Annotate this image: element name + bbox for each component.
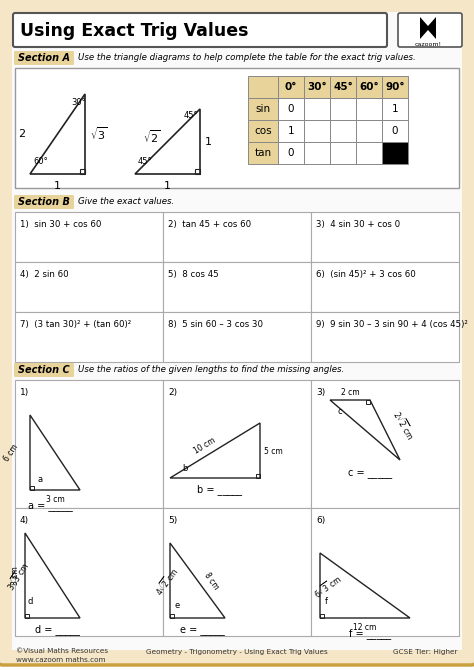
Text: 90°: 90° [385, 82, 405, 92]
Text: 4)  2 sin 60: 4) 2 sin 60 [20, 270, 69, 279]
Text: 6): 6) [316, 516, 325, 525]
Bar [25, 614, 29, 618]
Text: $2\sqrt{2}$ cm: $2\sqrt{2}$ cm [390, 408, 418, 442]
Text: 1: 1 [205, 137, 212, 147]
Text: Geometry - Trigonometry - Using Exact Trig Values: Geometry - Trigonometry - Using Exact Tr… [146, 649, 328, 655]
Text: tan: tan [255, 148, 272, 158]
Bar [330, 76, 356, 98]
Text: $6\sqrt{3}$ cm: $6\sqrt{3}$ cm [311, 572, 345, 601]
Bar [163, 312, 311, 362]
Bar [356, 98, 382, 120]
Text: Section A: Section A [18, 53, 70, 63]
Bar [304, 98, 330, 120]
Text: 0: 0 [288, 148, 294, 158]
Text: Section C: Section C [18, 365, 70, 375]
Text: a = _____: a = _____ [27, 501, 73, 511]
Text: 5): 5) [168, 516, 177, 525]
Text: Using Exact Trig Values: Using Exact Trig Values [20, 22, 248, 40]
Text: 3): 3) [316, 388, 325, 397]
Bar [420, 17, 436, 39]
Bar [15, 262, 163, 312]
Text: Give the exact values.: Give the exact values. [78, 198, 174, 206]
Text: Use the triangle diagrams to help complete the table for the exact trig values.: Use the triangle diagrams to help comple… [78, 54, 416, 62]
Text: 30°: 30° [307, 82, 327, 92]
Text: f: f [325, 597, 328, 606]
Text: 7)  (3 tan 30)² + (tan 60)²: 7) (3 tan 30)² + (tan 60)² [20, 320, 131, 329]
Text: 1): 1) [20, 388, 29, 397]
Text: b = _____: b = _____ [198, 484, 243, 495]
Text: 2): 2) [168, 388, 177, 397]
Text: 1: 1 [392, 104, 398, 114]
Text: 2: 2 [18, 129, 26, 139]
Bar [382, 98, 408, 120]
Text: 0: 0 [392, 126, 398, 136]
Bar [15, 212, 163, 262]
Text: 5 cm: 5 cm [264, 446, 283, 456]
Bar [15, 68, 459, 188]
Text: $3\sqrt{3}$ cm: $3\sqrt{3}$ cm [3, 559, 32, 593]
Bar [15, 380, 163, 508]
Text: $\sqrt{2}$: $\sqrt{2}$ [143, 129, 161, 145]
FancyBboxPatch shape [398, 13, 462, 47]
Bar [356, 142, 382, 164]
Bar [311, 312, 459, 362]
Text: 3 cm: 3 cm [46, 495, 64, 504]
Bar [311, 380, 459, 508]
Text: d: d [28, 597, 33, 606]
Text: 60°: 60° [33, 157, 48, 166]
Bar [382, 142, 408, 164]
Polygon shape [420, 17, 436, 26]
Text: $4\sqrt{2}$ cm: $4\sqrt{2}$ cm [153, 564, 182, 598]
Bar [304, 142, 330, 164]
Text: cos: cos [254, 126, 272, 136]
Bar [320, 614, 324, 618]
Bar [30, 486, 34, 490]
Text: f = _____: f = _____ [349, 628, 391, 639]
Text: b: b [182, 464, 187, 473]
Text: 1)  sin 30 + cos 60: 1) sin 30 + cos 60 [20, 220, 101, 229]
Bar [356, 120, 382, 142]
Text: 4): 4) [20, 516, 29, 525]
Text: 0°: 0° [285, 82, 297, 92]
Bar [163, 508, 311, 636]
Bar [278, 120, 304, 142]
Bar [163, 262, 311, 312]
Text: cazoom!: cazoom! [414, 42, 442, 47]
Bar [356, 76, 382, 98]
Bar [278, 76, 304, 98]
Bar [170, 614, 174, 618]
Bar [248, 76, 278, 98]
Text: a: a [38, 476, 43, 484]
Polygon shape [420, 30, 436, 39]
Text: e: e [175, 601, 180, 610]
Bar [248, 120, 278, 142]
FancyBboxPatch shape [14, 363, 74, 377]
Text: 30°: 30° [71, 98, 86, 107]
Bar [330, 98, 356, 120]
Bar [382, 76, 408, 98]
FancyBboxPatch shape [13, 13, 387, 47]
Text: 1: 1 [288, 126, 294, 136]
Text: e = _____: e = _____ [180, 625, 224, 635]
Bar [311, 262, 459, 312]
Text: 1: 1 [54, 181, 61, 191]
Bar [163, 380, 311, 508]
Bar [163, 212, 311, 262]
Text: 2 cm: 2 cm [341, 388, 359, 397]
Bar [15, 312, 163, 362]
Text: 12 cm: 12 cm [353, 623, 377, 632]
Text: 6)  (sin 45)² + 3 cos 60: 6) (sin 45)² + 3 cos 60 [316, 270, 416, 279]
Bar [80, 169, 85, 174]
Bar [248, 98, 278, 120]
Bar [256, 474, 260, 478]
Text: 8 cm: 8 cm [202, 571, 220, 591]
Bar [278, 98, 304, 120]
Text: 6 cm: 6 cm [2, 443, 20, 463]
Text: 5)  8 cos 45: 5) 8 cos 45 [168, 270, 219, 279]
Text: Section B: Section B [18, 197, 70, 207]
Bar [366, 400, 370, 404]
Text: www.cazoom maths.com: www.cazoom maths.com [16, 657, 106, 663]
Bar [311, 212, 459, 262]
Text: ©Visual Maths Resources: ©Visual Maths Resources [16, 648, 108, 654]
